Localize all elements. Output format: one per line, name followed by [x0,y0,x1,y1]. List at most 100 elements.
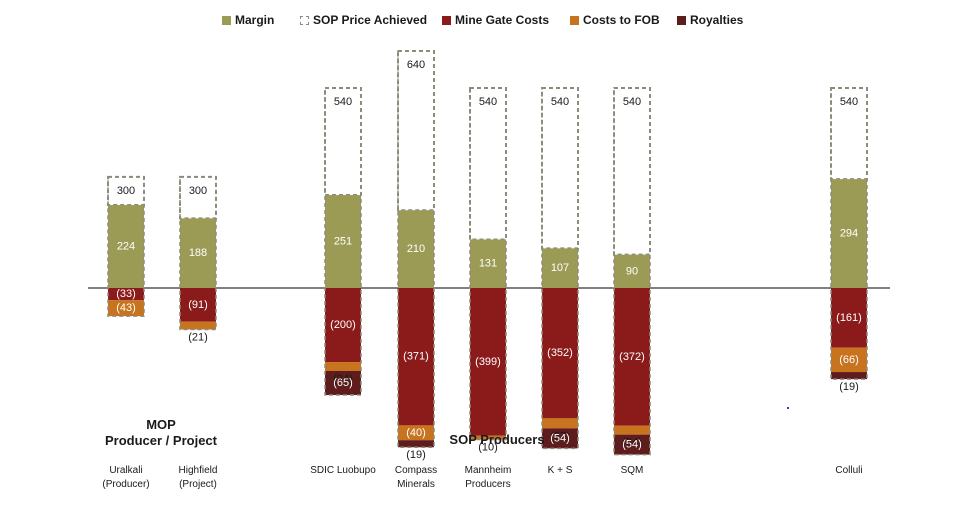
price-label-0: 300 [117,185,135,197]
mine_gate-label-0: (33) [116,288,136,300]
fob-bar-7 [831,347,867,373]
bar-outline-7 [830,87,868,380]
fob-bar-5 [542,418,578,429]
category-label-line1: Colluli [835,465,863,476]
legend-item-margin: Margin [222,13,274,27]
legend-swatch-mine_gate [442,15,451,25]
fob-label-4: (10) [478,441,498,453]
margin-label-0: 224 [117,241,135,253]
bar-outline-4 [469,87,507,441]
fob-bar-2 [325,362,361,371]
fob-label-2: (24) [333,373,353,385]
price-label-1: 300 [189,185,207,197]
margin-bar-4 [470,239,506,288]
category-label-line1: Compass [394,465,438,476]
fob-bar-0 [108,300,144,317]
category-label-3: Compass Minerals [371,464,461,492]
legend-swatch-margin [222,15,231,25]
royalties-label-6: (54) [622,439,642,451]
royalties-bar-5 [542,428,578,449]
category-label-7: Colluli [804,464,894,478]
mine_gate-label-1: (91) [188,299,208,311]
category-label-5: K + S [515,464,605,478]
margin-label-3: 210 [407,243,425,255]
category-label-line1: Mannheim [464,465,512,476]
fob-label-1: (21) [188,331,208,343]
group-title-sop: SOP Producers [412,432,582,448]
category-label-line1: Highfield [178,465,218,476]
category-label-line2: (Project) [179,479,217,490]
fob-label-3: (40) [406,427,426,439]
price-label-2: 540 [334,96,352,108]
mine_gate-bar-2 [325,288,361,363]
category-label-line2: Minerals [397,479,435,490]
legend-item-mine_gate: Mine Gate Costs [442,13,549,27]
royalties-bar-7 [831,372,867,380]
margin-bar-2 [325,195,361,288]
category-label-0: Uralkali (Producer) [81,464,171,492]
margin-bar-7 [831,179,867,288]
category-label-6: SQM [587,464,677,478]
price-label-6: 540 [623,96,641,108]
mine_gate-label-6: (372) [619,351,645,363]
category-label-2: SDIC Luobupo [298,464,388,478]
fob-bar-3 [398,425,434,441]
price-bar-5 [541,87,579,250]
legend-label-price: SOP Price Achieved [313,13,428,27]
price-bar-4 [469,87,507,241]
stray-dot [787,407,789,409]
category-label-line1: SQM [620,465,644,476]
legend-swatch-royalties [677,15,686,25]
category-label-line2: (Producer) [102,479,150,490]
royalties-label-7: (19) [839,381,859,393]
fob-label-6: (24) [622,437,642,449]
royalties-bar-6 [614,434,650,455]
legend-label-royalties: Royalties [690,13,744,27]
bar-outline-0 [107,176,145,317]
mine_gate-bar-3 [398,288,434,426]
price-label-5: 540 [551,96,569,108]
fob-label-0: (43) [116,302,136,314]
mine_gate-bar-5 [542,288,578,419]
margin-bar-5 [542,248,578,288]
legend-item-royalties: Royalties [677,13,743,27]
category-label-line1: K + S [547,465,573,476]
royalties-bar-2 [325,370,361,396]
group-title-mop: MOP Producer / Project [96,417,226,449]
group-title-mop-line2: Producer / Project [105,433,217,448]
bar-outline-5 [541,87,579,450]
price-label-3: 640 [407,59,425,71]
margin-bar-3 [398,210,434,288]
price-bar-3 [397,50,435,212]
royalties-bar-3 [398,440,434,448]
mine_gate-bar-0 [108,288,144,301]
margin-label-1: 188 [189,247,207,259]
margin-bar-6 [614,254,650,288]
mine_gate-label-7: (161) [836,312,862,324]
legend-label-mine_gate: Mine Gate Costs [455,13,550,27]
legend-label-margin: Margin [235,13,275,27]
bar-outline-2 [324,87,362,396]
group-title-mop-line1: MOP [146,417,176,432]
royalties-label-5: (54) [550,432,570,444]
category-label-line1: SDIC Luobupo [310,465,376,476]
bar-outline-3 [397,50,435,448]
fob-bar-4 [470,435,506,440]
category-label-line1: Uralkali [109,465,143,476]
legend: Margin SOP Price Achieved Mine Gate Costs C… [0,13,971,29]
margin-bar-1 [180,218,216,288]
group-title-sop-line: SOP Producers [449,432,545,447]
royalties-label-3: (19) [406,449,426,461]
margin-bar-0 [108,205,144,288]
fob-bar-6 [614,425,650,435]
margin-label-5: 107 [551,262,569,274]
price-label-4: 540 [479,96,497,108]
legend-label-fob: Costs to FOB [583,13,660,27]
category-label-line2: Producers [465,479,511,490]
mine_gate-bar-6 [614,288,650,426]
mine_gate-bar-1 [180,288,216,322]
mine_gate-label-3: (371) [403,351,429,363]
price-bar-1 [179,175,217,220]
